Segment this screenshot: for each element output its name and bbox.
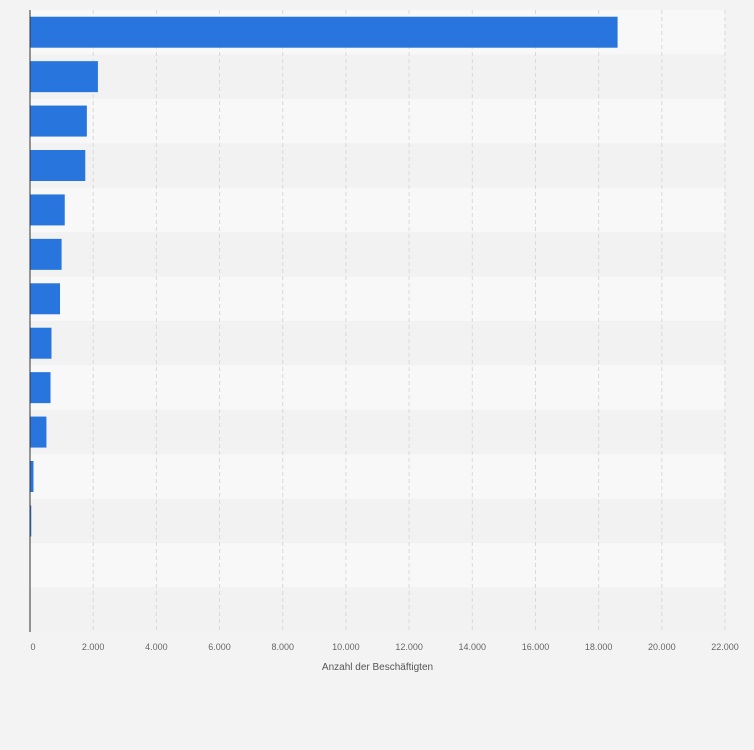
x-axis-ticks: 0 2.000 4.000 6.000 8.000 10.000 12.000 14.000 1… — [30, 642, 738, 652]
x-tick-label: 20.000 — [648, 642, 676, 652]
row-band — [30, 276, 725, 321]
row-band — [30, 543, 725, 588]
bar[interactable] — [30, 283, 61, 315]
row-band — [30, 54, 725, 99]
x-tick-label: 4.000 — [145, 642, 168, 652]
bar[interactable] — [30, 194, 65, 226]
x-tick-label: 2.000 — [82, 642, 105, 652]
x-tick-label: 18.000 — [585, 642, 613, 652]
x-tick-label: 0 — [30, 642, 35, 652]
bar[interactable] — [30, 461, 34, 492]
row-band — [30, 454, 725, 499]
x-tick-label: 14.000 — [459, 642, 487, 652]
x-tick-label: 6.000 — [208, 642, 231, 652]
row-band — [30, 587, 725, 632]
x-tick-label: 16.000 — [522, 642, 550, 652]
x-tick-label: 10.000 — [332, 642, 360, 652]
gridlines — [92, 10, 726, 632]
bar[interactable] — [30, 150, 86, 181]
row-band — [30, 321, 725, 366]
bar[interactable] — [30, 16, 618, 48]
bar[interactable] — [30, 372, 51, 404]
x-tick-label: 8.000 — [271, 642, 294, 652]
bars — [30, 16, 618, 537]
row-bands — [30, 10, 725, 632]
x-axis-title: Anzahl der Beschäftigten — [322, 662, 433, 673]
row-band — [30, 365, 725, 410]
row-band — [30, 98, 725, 144]
x-tick-label: 12.000 — [395, 642, 423, 652]
bar[interactable] — [30, 61, 98, 93]
bar[interactable] — [30, 105, 87, 137]
x-tick-label: 22.000 — [711, 642, 739, 652]
bar[interactable] — [30, 327, 52, 359]
bar[interactable] — [30, 505, 32, 537]
bar[interactable] — [30, 416, 47, 448]
row-band — [30, 409, 725, 455]
row-band — [30, 143, 725, 188]
row-band — [30, 187, 725, 233]
row-band — [30, 498, 725, 544]
bar[interactable] — [30, 238, 62, 270]
row-band — [30, 232, 725, 277]
